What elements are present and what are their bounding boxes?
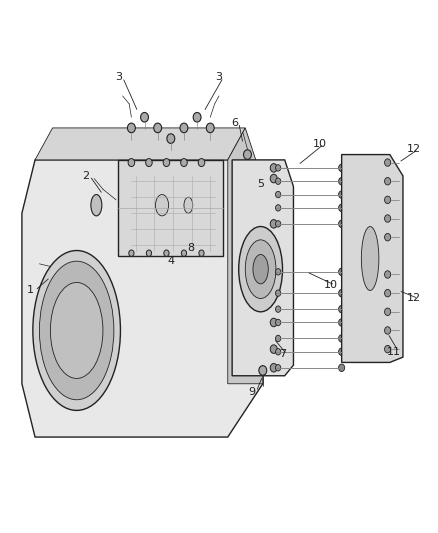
Ellipse shape <box>50 282 103 378</box>
Ellipse shape <box>385 327 391 334</box>
Ellipse shape <box>276 205 281 211</box>
Text: 4: 4 <box>167 256 174 266</box>
Ellipse shape <box>339 305 345 313</box>
Ellipse shape <box>164 250 169 256</box>
Ellipse shape <box>39 261 114 400</box>
Polygon shape <box>123 171 219 256</box>
Ellipse shape <box>276 349 281 355</box>
Ellipse shape <box>276 365 281 371</box>
Ellipse shape <box>385 177 391 185</box>
Ellipse shape <box>385 271 391 278</box>
Ellipse shape <box>339 289 345 297</box>
Ellipse shape <box>339 364 345 372</box>
Ellipse shape <box>385 159 391 166</box>
Polygon shape <box>342 155 403 362</box>
Text: 12: 12 <box>407 294 421 303</box>
Ellipse shape <box>270 318 277 327</box>
Text: 1: 1 <box>27 286 34 295</box>
Ellipse shape <box>339 204 345 212</box>
Ellipse shape <box>339 177 345 185</box>
Text: 6: 6 <box>231 118 238 127</box>
Text: 3: 3 <box>215 72 223 82</box>
Ellipse shape <box>385 345 391 353</box>
Ellipse shape <box>245 240 276 298</box>
Ellipse shape <box>270 174 277 183</box>
Ellipse shape <box>239 227 283 312</box>
Ellipse shape <box>276 221 281 227</box>
Ellipse shape <box>146 250 152 256</box>
Ellipse shape <box>127 123 135 133</box>
Ellipse shape <box>244 150 251 159</box>
Ellipse shape <box>270 164 277 172</box>
Ellipse shape <box>180 159 187 166</box>
Text: 12: 12 <box>407 144 421 154</box>
Ellipse shape <box>167 134 175 143</box>
Ellipse shape <box>339 319 345 326</box>
Ellipse shape <box>145 159 152 166</box>
Polygon shape <box>35 128 245 160</box>
Ellipse shape <box>385 308 391 316</box>
Text: 3: 3 <box>115 72 122 82</box>
Text: 8: 8 <box>187 243 194 253</box>
Ellipse shape <box>184 197 193 213</box>
Ellipse shape <box>339 191 345 198</box>
Ellipse shape <box>339 164 345 172</box>
Ellipse shape <box>198 159 205 166</box>
Ellipse shape <box>154 123 162 133</box>
Polygon shape <box>232 160 293 376</box>
Ellipse shape <box>339 220 345 228</box>
Ellipse shape <box>385 233 391 241</box>
Ellipse shape <box>385 215 391 222</box>
Text: 7: 7 <box>279 350 286 359</box>
Ellipse shape <box>276 165 281 171</box>
Ellipse shape <box>181 250 187 256</box>
Ellipse shape <box>270 220 277 228</box>
Ellipse shape <box>276 191 281 198</box>
Ellipse shape <box>91 195 102 216</box>
Text: 5: 5 <box>257 179 264 189</box>
Ellipse shape <box>163 159 170 166</box>
Ellipse shape <box>158 200 180 232</box>
Ellipse shape <box>163 208 174 224</box>
Ellipse shape <box>141 112 148 122</box>
Ellipse shape <box>276 269 281 275</box>
Polygon shape <box>228 128 263 384</box>
Ellipse shape <box>270 364 277 372</box>
Text: 10: 10 <box>313 139 327 149</box>
Ellipse shape <box>199 250 204 256</box>
Ellipse shape <box>33 251 120 410</box>
Text: 11: 11 <box>387 347 401 357</box>
Ellipse shape <box>276 306 281 312</box>
Ellipse shape <box>193 112 201 122</box>
Ellipse shape <box>128 159 135 166</box>
Ellipse shape <box>339 268 345 276</box>
Ellipse shape <box>276 290 281 296</box>
Ellipse shape <box>206 123 214 133</box>
Ellipse shape <box>276 178 281 184</box>
Ellipse shape <box>276 319 281 326</box>
Ellipse shape <box>276 335 281 342</box>
Ellipse shape <box>253 255 268 284</box>
Ellipse shape <box>385 196 391 204</box>
Ellipse shape <box>129 250 134 256</box>
Ellipse shape <box>270 345 277 353</box>
Ellipse shape <box>155 195 169 216</box>
Polygon shape <box>22 160 263 437</box>
Text: 10: 10 <box>324 280 338 290</box>
Ellipse shape <box>180 123 188 133</box>
Text: 2: 2 <box>82 171 89 181</box>
Ellipse shape <box>385 289 391 297</box>
Polygon shape <box>118 160 223 256</box>
Text: 9: 9 <box>248 387 255 397</box>
Ellipse shape <box>361 227 379 290</box>
Ellipse shape <box>339 335 345 342</box>
Ellipse shape <box>339 348 345 356</box>
Ellipse shape <box>259 366 267 375</box>
